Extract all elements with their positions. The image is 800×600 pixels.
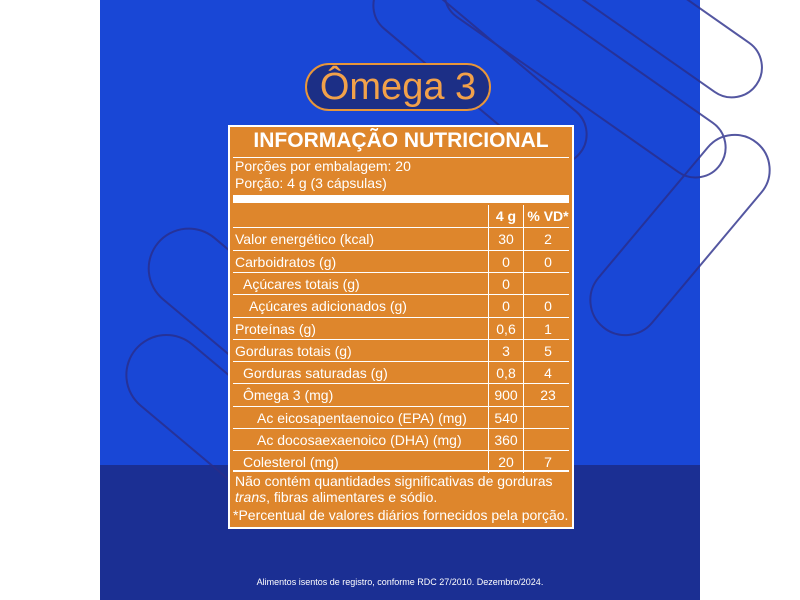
nutrient-name: Valor energético (kcal) [235, 231, 375, 248]
table-header: 4 g% VD* [233, 205, 569, 227]
daily-value: 2 [523, 228, 572, 251]
footnote-italic: trans [235, 489, 267, 505]
daily-value-cell [523, 272, 572, 295]
table-row: Ac eicosapentaenoico (EPA) (mg) 540 [233, 405, 572, 429]
nutrient-name: Ômega 3 (mg) [243, 387, 334, 404]
nutrient-name: Colesterol (mg) [243, 454, 339, 471]
footnote-text: Não contém quantidades significativas de… [235, 473, 553, 489]
table-row: Proteínas (g) 0,6 1 [233, 316, 572, 340]
table-row: Colesterol (mg) 20 7 [233, 450, 572, 474]
amount: 0,6 [488, 317, 523, 340]
daily-value: 0 [523, 250, 572, 273]
servings: Porção: 4 g (3 cápsulas) [235, 175, 387, 191]
nutrient-name: Gorduras saturadas (g) [243, 365, 388, 382]
amount: 540 [488, 406, 523, 429]
nutrient-name: Açúcares adicionados (g) [249, 298, 407, 315]
servings: Porções por embalagem: 20 [235, 158, 411, 174]
disclaimer: Alimentos isentos de registro, conforme … [256, 577, 544, 587]
divider [233, 470, 569, 472]
nutrient-name: Carboidratos (g) [235, 253, 337, 270]
table-row: Gorduras totais (g) 3 5 [233, 338, 572, 362]
nutrient-name: Gorduras totais (g) [235, 342, 352, 359]
daily-value: 5 [523, 339, 572, 362]
amount: 900 [488, 384, 523, 407]
amount: 3 [488, 339, 523, 362]
daily-value: 4 [523, 362, 572, 385]
nutrition-label: INFORMAÇÃO NUTRICIONAL Porções por embal… [228, 125, 574, 529]
table-row: Gorduras saturadas (g) 0,8 4 [233, 361, 572, 385]
daily-value: 23 [523, 384, 572, 407]
thick-divider [233, 195, 569, 203]
column-header: 4 g [488, 205, 523, 227]
divider [233, 157, 569, 158]
daily-value-cell [523, 406, 572, 429]
nutrient-name: Açúcares totais (g) [243, 275, 360, 292]
table-row: Valor energético (kcal) 30 2 [233, 227, 572, 251]
column-header: % VD* [523, 205, 572, 227]
table-row: Carboidratos (g) 0 0 [233, 249, 572, 273]
footnote: trans, fibras alimentares e sódio. [235, 489, 437, 505]
amount: 0,8 [488, 362, 523, 385]
footnote-text: , fibras alimentares e sódio. [266, 489, 438, 505]
table-row: Ac docosaexaenoico (DHA) (mg) 360 [233, 428, 569, 451]
daily-value: 1 [523, 317, 572, 340]
nutrient-name: Proteínas (g) [235, 320, 316, 337]
nutrient-name: Ac docosaexaenoico (DHA) (mg) [257, 432, 462, 448]
label-title: INFORMAÇÃO NUTRICIONAL [253, 129, 549, 152]
footnote: Não contém quantidades significativas de… [235, 473, 553, 489]
daily-value: 7 [523, 451, 572, 474]
daily-value: 0 [523, 295, 572, 318]
amount: 0 [488, 272, 523, 295]
amount: 0 [488, 295, 523, 318]
table-row: Açúcares totais (g) 0 [233, 271, 572, 295]
amount: 360 [488, 429, 523, 451]
footnote: *Percentual de valores diários fornecido… [233, 507, 569, 523]
title-pill: Ômega 3 [305, 63, 491, 111]
amount: 30 [488, 228, 523, 251]
amount: 0 [488, 250, 523, 273]
table-row: Ômega 3 (mg) 900 23 [233, 383, 572, 407]
nutrient-name: Ac eicosapentaenoico (EPA) (mg) [257, 409, 467, 426]
daily-value-cell [523, 429, 572, 451]
table-row: Açúcares adicionados (g) 0 0 [233, 294, 572, 318]
amount: 20 [488, 451, 523, 474]
